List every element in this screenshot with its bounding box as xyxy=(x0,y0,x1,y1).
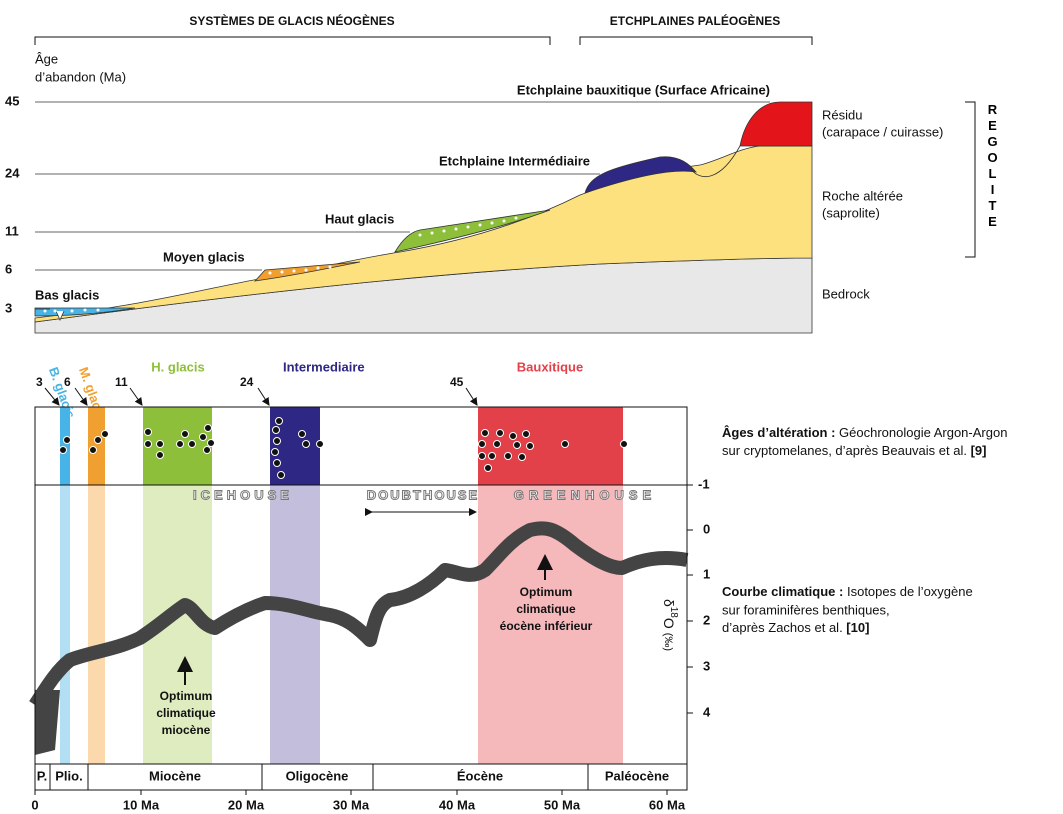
age-dots xyxy=(59,417,628,479)
age-value: 6 xyxy=(64,375,71,389)
surface-label: Etchplaine bauxitique (Surface Africaine… xyxy=(517,82,770,97)
band-label: Bauxitique xyxy=(517,359,583,374)
optimum-label: éocène inférieur xyxy=(500,619,593,633)
climate-note: d’après Zachos et al. [10] xyxy=(722,620,869,635)
optimum-label: Optimum xyxy=(160,689,213,703)
x-tick-label: 60 Ma xyxy=(649,797,686,812)
x-tick-label: 10 Ma xyxy=(123,797,160,812)
surface-label: Moyen glacis xyxy=(163,249,245,264)
surface-label: Haut glacis xyxy=(325,211,394,226)
age-lines xyxy=(35,101,770,310)
axis-title: Âge xyxy=(35,51,58,66)
epoch: Paléocène xyxy=(605,768,669,783)
optimum-label: Optimum xyxy=(520,585,573,599)
surface-label: Etchplaine Intermédiaire xyxy=(439,153,590,168)
layer-label: (saprolite) xyxy=(822,205,880,220)
layer-label: Bedrock xyxy=(822,286,870,301)
glacis-dots xyxy=(43,216,518,313)
y-axis-label: δ18O(‰) xyxy=(661,599,679,651)
climate-curve xyxy=(29,521,689,709)
header: ETCHPLAINES PALÉOGÈNES xyxy=(610,13,780,28)
y-tick-label: 0 xyxy=(703,521,710,536)
axis-title: d’abandon (Ma) xyxy=(35,69,126,84)
band-label: Intermediaire xyxy=(283,359,365,374)
y-tick-label: -1 xyxy=(698,476,710,491)
age-tick: 45 xyxy=(5,93,19,108)
epoch: Oligocène xyxy=(286,768,349,783)
climate-note: Courbe climatique : Isotopes de l’oxygèn… xyxy=(722,584,973,599)
y-tick-label: 3 xyxy=(703,658,710,673)
layer-label: (carapace / cuirasse) xyxy=(822,124,943,139)
header: SYSTÈMES DE GLACIS NÉOGÈNES xyxy=(189,13,394,28)
frames xyxy=(34,406,693,795)
y-tick-label: 1 xyxy=(703,566,710,581)
age-tick: 3 xyxy=(5,300,12,315)
age-value: 3 xyxy=(36,375,43,389)
regolite-label: REGOLITE xyxy=(985,102,1000,230)
regolite-bracket xyxy=(965,101,976,258)
surface-label: Bas glacis xyxy=(35,287,99,302)
climate-note: sur foraminifères benthiques, xyxy=(722,602,890,617)
epoch: Plio. xyxy=(55,768,82,783)
y-tick-label: 2 xyxy=(703,612,710,627)
x-tick-label: 0 xyxy=(31,797,38,812)
profile xyxy=(34,101,813,334)
regime: ICEHOUSE xyxy=(193,487,293,502)
age-value: 11 xyxy=(115,375,128,389)
age-value: 24 xyxy=(240,375,254,389)
optimum-label: climatique xyxy=(156,706,216,720)
age-tick: 11 xyxy=(5,223,19,238)
epoch: Miocène xyxy=(149,768,201,783)
band-label: H. glacis xyxy=(151,359,204,374)
epoch: P. xyxy=(37,768,48,783)
x-tick-label: 30 Ma xyxy=(333,797,370,812)
climate-curve-start xyxy=(35,690,60,755)
optimum-label: climatique xyxy=(516,602,576,616)
regime: DOUBTHOUSE xyxy=(367,487,479,502)
age-tick: 6 xyxy=(5,261,12,276)
optimum-label: miocène xyxy=(162,723,211,737)
headers xyxy=(34,36,813,45)
y-tick-label: 4 xyxy=(703,704,711,719)
age-value: 45 xyxy=(450,375,464,389)
age-arrows xyxy=(44,387,478,406)
band-label: B. glacis xyxy=(46,365,78,420)
epoch: Éocène xyxy=(457,768,503,783)
x-tick-label: 40 Ma xyxy=(439,797,476,812)
layer-label: Roche altérée xyxy=(822,188,903,203)
x-tick-label: 20 Ma xyxy=(228,797,265,812)
regime: GREENHOUSE xyxy=(514,487,656,502)
age-tick: 24 xyxy=(5,165,20,180)
layer-label: Résidu xyxy=(822,107,862,122)
ages-note: Âges d’altération : Géochronologie Argon… xyxy=(722,425,1007,440)
ages-note: sur cryptomelanes, d’après Beauvais et a… xyxy=(722,443,986,458)
band-label: M. glacis xyxy=(76,365,109,422)
x-tick-label: 50 Ma xyxy=(544,797,581,812)
